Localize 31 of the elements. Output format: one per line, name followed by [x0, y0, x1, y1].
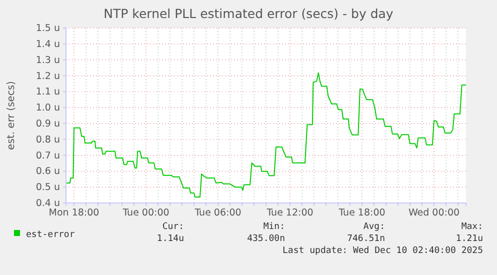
chart-title: NTP kernel PLL estimated error (secs) - by day — [104, 6, 394, 21]
y-tick-label: 0.6 u — [36, 166, 60, 178]
text: Avg: — [363, 222, 385, 232]
text: 746.51n — [347, 234, 385, 244]
text: Cur: — [162, 222, 184, 232]
x-tick-label: Tue 00:00 — [122, 208, 170, 219]
x-tick-label: Wed 00:00 — [408, 208, 460, 219]
y-tick-label: 1.1 u — [36, 86, 60, 98]
text: Max: — [461, 222, 483, 232]
y-tick-label: 0.4 u — [36, 198, 60, 210]
y-tick-label: 1.2 u — [36, 70, 60, 82]
y-tick-label: 0.8 u — [36, 134, 60, 146]
y-tick-label: 0.7 u — [36, 150, 60, 162]
text: 435.00n — [247, 234, 285, 244]
x-tick-label: Mon 18:00 — [48, 208, 100, 219]
text: 1.21u — [456, 234, 483, 244]
y-tick-label: 0.9 u — [36, 118, 60, 130]
y-tick-label: 1.3 u — [36, 54, 60, 66]
text: Min: — [263, 222, 285, 232]
line-series — [66, 72, 466, 198]
text: Last update: Wed Dec 10 02:40:00 2025 — [282, 246, 483, 256]
y-tick-label: 1.5 u — [36, 23, 60, 34]
text: 1.14u — [156, 234, 184, 244]
x-tick-label: Tue 12:00 — [266, 208, 314, 219]
y-tick-label: 1.4 u — [36, 38, 60, 50]
x-tick-label: Tue 06:00 — [194, 208, 242, 219]
y-tick-label: 0.5 u — [36, 182, 60, 194]
legend-label: est-error — [26, 230, 76, 240]
y-tick-label: 1.0 u — [36, 102, 60, 114]
x-tick-label: Tue 18:00 — [338, 208, 386, 219]
y-axis-title: est. err (secs) — [6, 80, 17, 150]
